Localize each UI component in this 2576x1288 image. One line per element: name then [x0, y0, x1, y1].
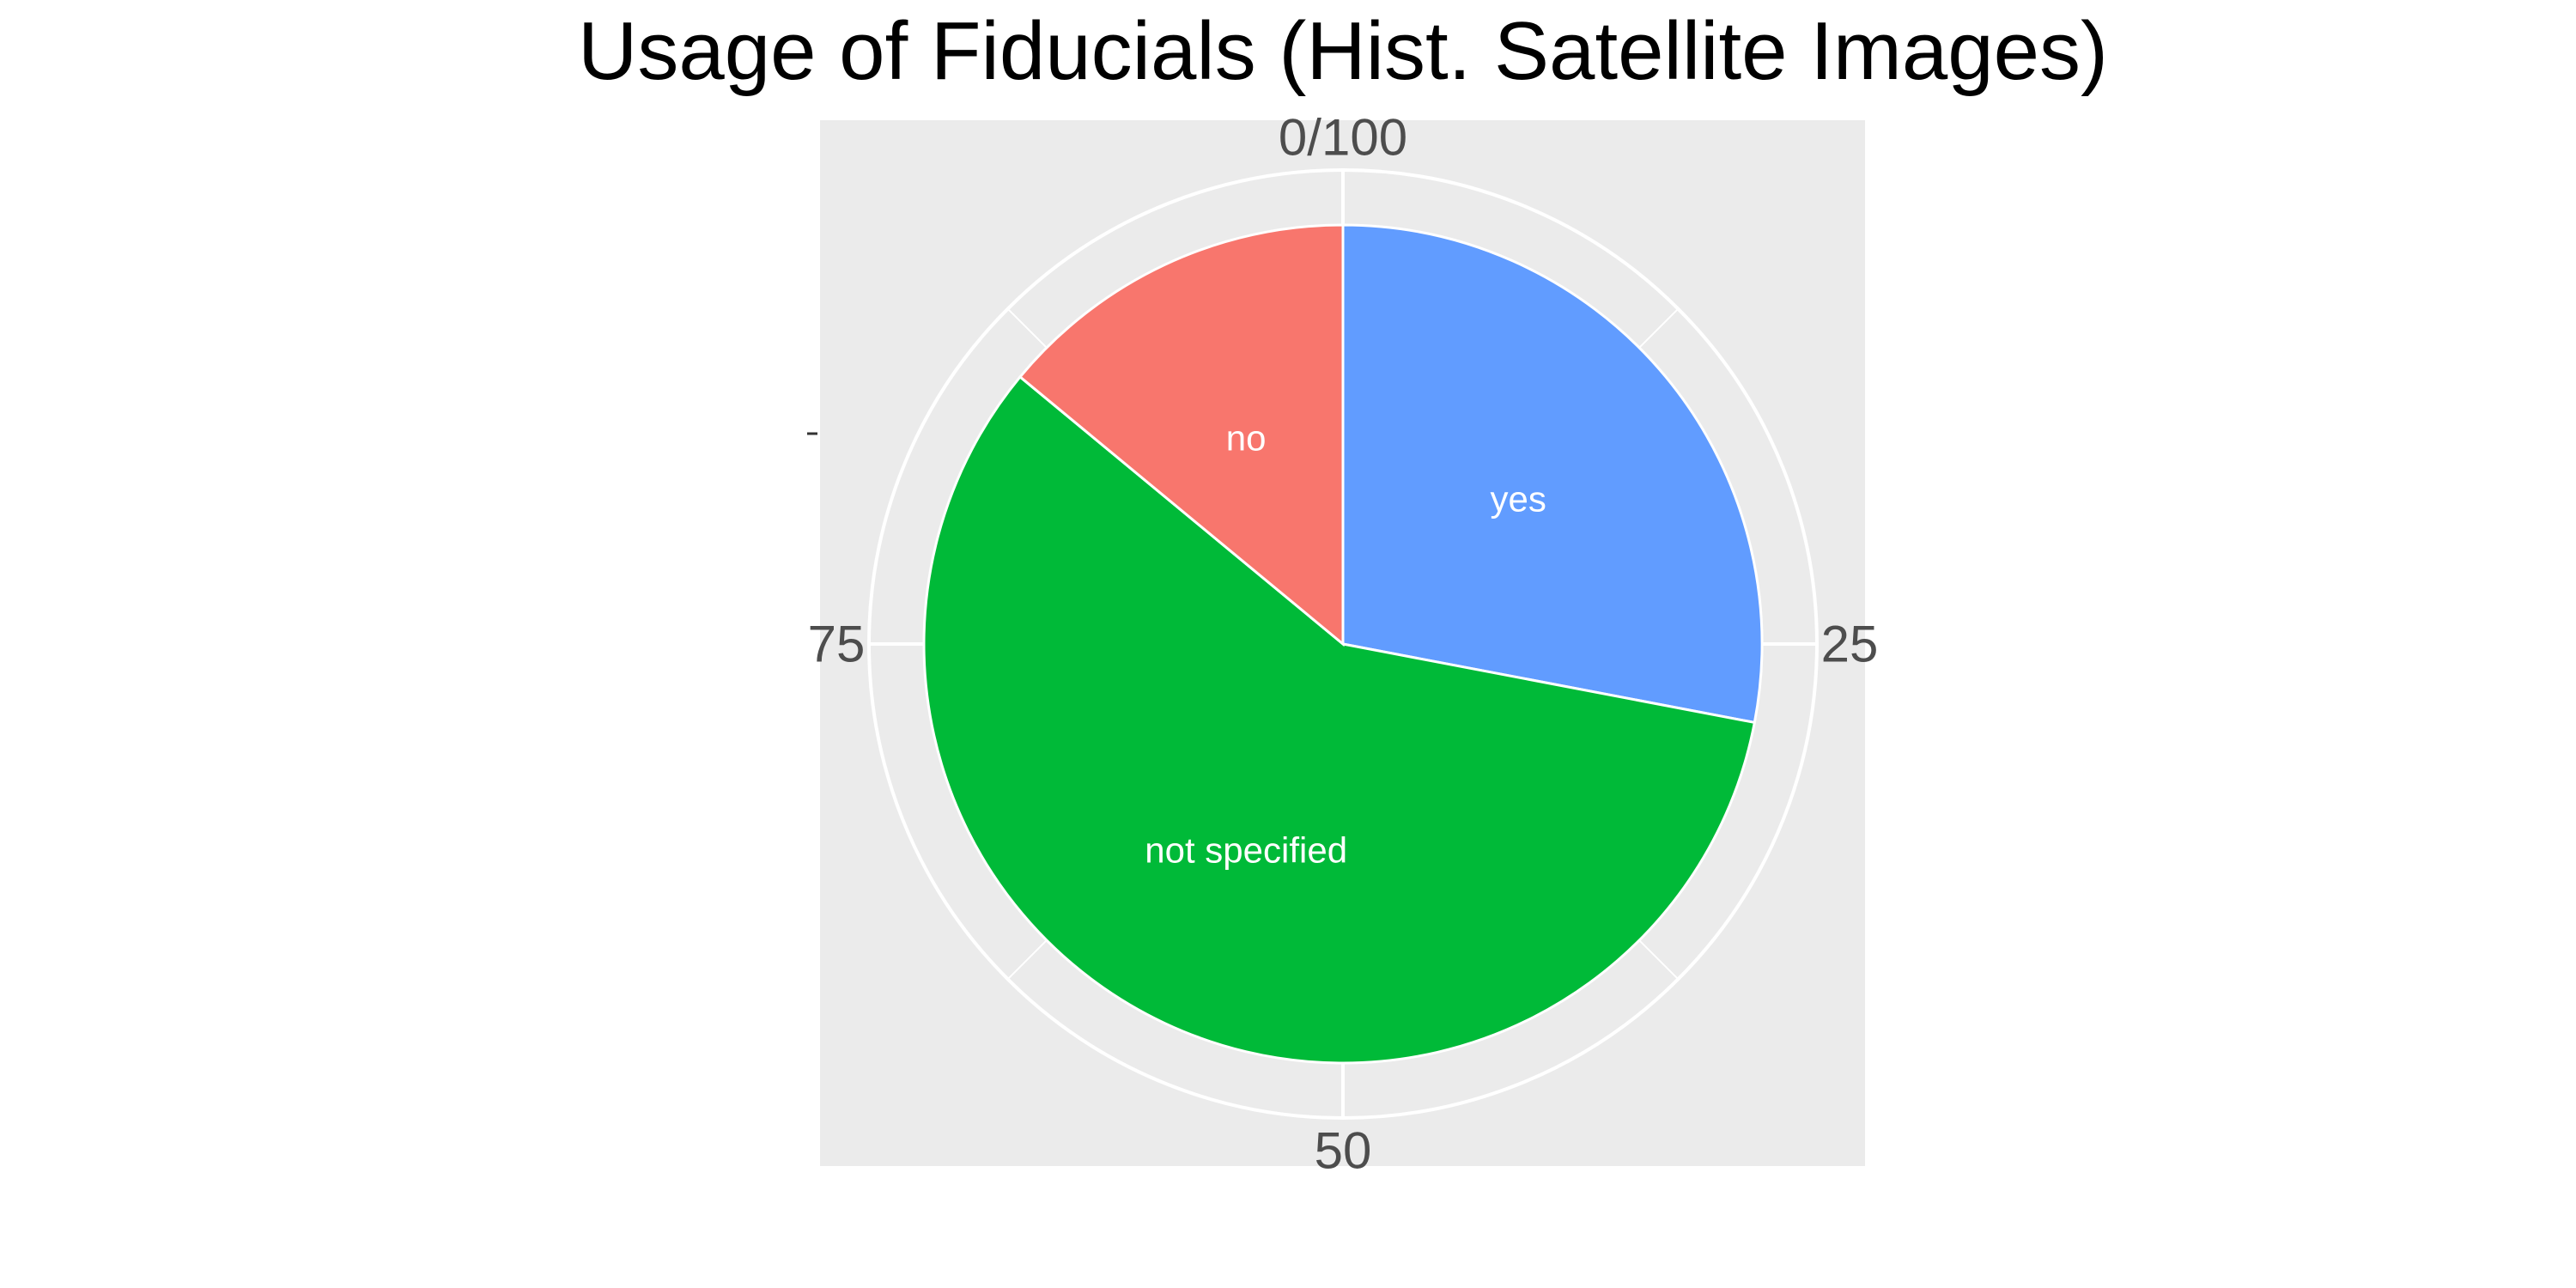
angle-tick-label: 0/100 [1279, 109, 1407, 167]
slice-label-not-specified: not specified [1145, 829, 1347, 870]
pie-slices [922, 223, 1764, 1065]
slice-label-yes: yes [1491, 479, 1546, 519]
pie-slice-yes [1341, 223, 1764, 725]
pie-slice-no [1018, 223, 1345, 647]
slice-label-no: no [1226, 418, 1267, 459]
angle-tick-label: 25 [1821, 616, 1879, 673]
pie-slice-not-specified [922, 374, 1757, 1065]
chart-title: Usage of Fiducials (Hist. Satellite Imag… [578, 5, 2108, 97]
angle-tick-label: 75 [808, 616, 866, 673]
pie-slice-labels: yes not specified no [1145, 418, 1546, 871]
angle-tick-labels: 0/100 25 50 75 [808, 109, 1879, 1180]
angle-tick-label: 50 [1315, 1122, 1372, 1180]
